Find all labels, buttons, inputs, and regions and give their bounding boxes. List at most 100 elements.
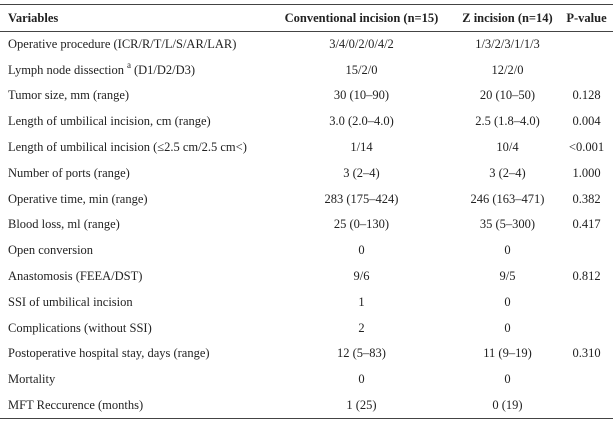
p-value-cell	[560, 57, 613, 83]
z-incision-cell: 0	[504, 372, 511, 387]
conventional-cell: 283 (175–424)	[324, 191, 399, 206]
conventional-cell: 1 (25)	[346, 397, 377, 412]
variable-label: Anastomosis (FEEA/DST)	[8, 269, 143, 284]
conventional-cell: 1/14	[350, 140, 373, 155]
variable-cell: Anastomosis (FEEA/DST)	[0, 264, 268, 290]
z-incision-cell: 246 (163–471)	[470, 191, 545, 206]
p-value-cell: 0.310	[572, 346, 601, 361]
conventional-cell: 15/2/0	[345, 62, 378, 77]
variable-label: Operative time, min (range)	[8, 191, 148, 206]
z-incision-cell: 9/5	[499, 269, 516, 284]
variable-label: Tumor size, mm (range)	[8, 88, 130, 103]
variable-label: MFT Reccurence (months)	[8, 397, 144, 412]
table-row: Lymph node dissection a (D1/D2/D3) 15/2/0 12…	[0, 57, 613, 83]
p-value-cell: 0.812	[572, 269, 601, 284]
table-row: Operative procedure (ICR/R/T/L/S/AR/LAR)…	[0, 32, 613, 58]
table-row: Blood loss, ml (range) 25 (0–130) 35 (5–30…	[0, 212, 613, 238]
conventional-cell: 30 (10–90)	[333, 88, 390, 103]
variable-cell: SSI of umbilical incision	[0, 289, 268, 315]
variable-cell: Complications (without SSI)	[0, 315, 268, 341]
table-body: Operative procedure (ICR/R/T/L/S/AR/LAR)…	[0, 32, 613, 419]
variable-label: Open conversion	[8, 243, 94, 258]
z-incision-cell: 10/4	[496, 140, 519, 155]
z-incision-cell: 0	[504, 294, 511, 309]
header-cell: Conventional incision (n=15)	[284, 10, 439, 25]
z-incision-cell: 3 (2–4)	[489, 165, 526, 180]
variable-cell: Lymph node dissection a (D1/D2/D3)	[0, 57, 268, 83]
conventional-cell: 12 (5–83)	[337, 346, 386, 361]
p-value-cell: 0.382	[572, 191, 601, 206]
variable-cell: Open conversion	[0, 238, 268, 264]
conventional-cell: 3 (2–4)	[343, 165, 380, 180]
conventional-cell: 0	[358, 243, 365, 258]
header-cell: Z incision (n=14)	[462, 10, 553, 25]
variable-label: Mortality	[8, 372, 56, 387]
variable-label: Operative procedure (ICR/R/T/L/S/AR/LAR)	[8, 37, 237, 52]
variable-label: Complications (without SSI)	[8, 320, 152, 335]
variable-label: Postoperative hospital stay, days (range…	[8, 346, 210, 361]
p-value-cell: 0.004	[572, 114, 601, 129]
table-row: Tumor size, mm (range) 30 (10–90) 20 (10–5…	[0, 83, 613, 109]
p-value-cell: 1.000	[572, 165, 601, 180]
conventional-cell: 2	[358, 320, 365, 335]
p-value-cell: 0.417	[572, 217, 601, 232]
variable-cell: Blood loss, ml (range)	[0, 212, 268, 238]
footnote-mark: a	[126, 59, 131, 70]
z-incision-cell: 12/2/0	[491, 62, 524, 77]
table-row: Number of ports (range) 3 (2–4) 3 (2–4) 1.0…	[0, 160, 613, 186]
variable-label: Blood loss, ml (range)	[8, 217, 120, 232]
variable-suffix: (D1/D2/D3)	[133, 62, 196, 77]
variable-cell: Mortality	[0, 367, 268, 393]
p-value-cell	[560, 238, 613, 264]
table-row: Complications (without SSI) 2 0	[0, 315, 613, 341]
p-value-cell	[560, 315, 613, 341]
header-cell: Variables	[8, 10, 59, 25]
table-row: Length of umbilical incision, cm (range)…	[0, 109, 613, 135]
variable-label: SSI of umbilical incision	[8, 294, 133, 309]
header-cell: P-value	[566, 10, 607, 25]
conventional-cell: 1	[358, 294, 365, 309]
variable-label: Number of ports (range)	[8, 165, 130, 180]
table-row: Mortality 0 0	[0, 367, 613, 393]
table-row: SSI of umbilical incision 1 0	[0, 289, 613, 315]
table-row: Length of umbilical incision (≤2.5 cm/2.…	[0, 135, 613, 161]
variable-cell: Tumor size, mm (range)	[0, 83, 268, 109]
conventional-cell: 3.0 (2.0–4.0)	[329, 114, 394, 129]
p-value-cell	[560, 32, 613, 58]
conventional-cell: 25 (0–130)	[333, 217, 390, 232]
z-incision-cell: 35 (5–300)	[479, 217, 536, 232]
variable-cell: Operative procedure (ICR/R/T/L/S/AR/LAR)	[0, 32, 268, 58]
z-incision-cell: 2.5 (1.8–4.0)	[475, 114, 540, 129]
z-incision-cell: 0 (19)	[492, 397, 523, 412]
z-incision-cell: 0	[504, 320, 511, 335]
conventional-cell: 9/6	[353, 269, 370, 284]
table-row: Anastomosis (FEEA/DST) 9/6 9/5 0.812	[0, 264, 613, 290]
z-incision-cell: 20 (10–50)	[479, 88, 536, 103]
table-row: Postoperative hospital stay, days (range…	[0, 341, 613, 367]
variable-cell: Number of ports (range)	[0, 160, 268, 186]
p-value-cell: 0.128	[572, 88, 601, 103]
variable-cell: Length of umbilical incision, cm (range)	[0, 109, 268, 135]
z-incision-cell: 0	[504, 243, 511, 258]
table-row: Open conversion 0 0	[0, 238, 613, 264]
variable-label: Lymph node dissection	[8, 62, 124, 77]
conventional-cell: 3/4/0/2/0/4/2	[329, 37, 394, 52]
variable-cell: Length of umbilical incision (≤2.5 cm/2.…	[0, 135, 268, 161]
z-incision-cell: 11 (9–19)	[483, 346, 532, 361]
variable-cell: Operative time, min (range)	[0, 186, 268, 212]
variable-label: Length of umbilical incision, cm (range)	[8, 114, 211, 129]
p-value-cell	[560, 289, 613, 315]
data-table: Variables Conventional incision (n=15) Z i…	[0, 4, 613, 419]
p-value-cell	[560, 367, 613, 393]
conventional-cell: 0	[358, 372, 365, 387]
table-header: Variables Conventional incision (n=15) Z i…	[0, 4, 613, 32]
variable-label: Length of umbilical incision (≤2.5 cm/2.…	[8, 140, 247, 155]
table-row: MFT Reccurence (months) 1 (25) 0 (19)	[0, 393, 613, 419]
header-row: Variables Conventional incision (n=15) Z i…	[0, 4, 613, 32]
variable-cell: Postoperative hospital stay, days (range…	[0, 341, 268, 367]
p-value-cell	[560, 393, 613, 419]
z-incision-cell: 1/3/2/3/1/1/3	[475, 37, 540, 52]
table-row: Operative time, min (range) 283 (175–424)…	[0, 186, 613, 212]
p-value-cell: <0.001	[568, 140, 605, 155]
